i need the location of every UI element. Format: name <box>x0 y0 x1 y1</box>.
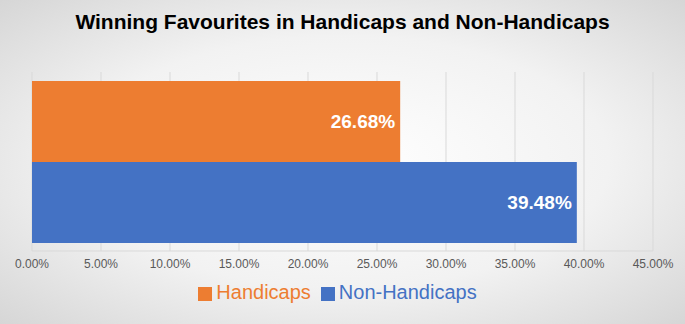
svg-text:35.00%: 35.00% <box>495 257 536 271</box>
svg-text:10.00%: 10.00% <box>150 257 191 271</box>
svg-text:39.48%: 39.48% <box>507 192 572 213</box>
svg-text:20.00%: 20.00% <box>288 257 329 271</box>
svg-text:25.00%: 25.00% <box>357 257 398 271</box>
html-text:Winning Favourites in Handicap: Winning Favourites in Handicaps and Non-… <box>75 10 610 33</box>
svg-text:5.00%: 5.00% <box>84 257 118 271</box>
svg-text:40.00%: 40.00% <box>564 257 605 271</box>
svg-text:15.00%: 15.00% <box>219 257 260 271</box>
html-text:Non-Handicaps: Non-Handicaps <box>338 281 477 303</box>
svg-text:30.00%: 30.00% <box>426 257 467 271</box>
svg-text:0.00%: 0.00% <box>15 257 49 271</box>
svg-text:26.68%: 26.68% <box>331 111 396 132</box>
html-text:Handicaps: Handicaps <box>216 281 311 303</box>
svg-text:45.00%: 45.00% <box>633 257 674 271</box>
